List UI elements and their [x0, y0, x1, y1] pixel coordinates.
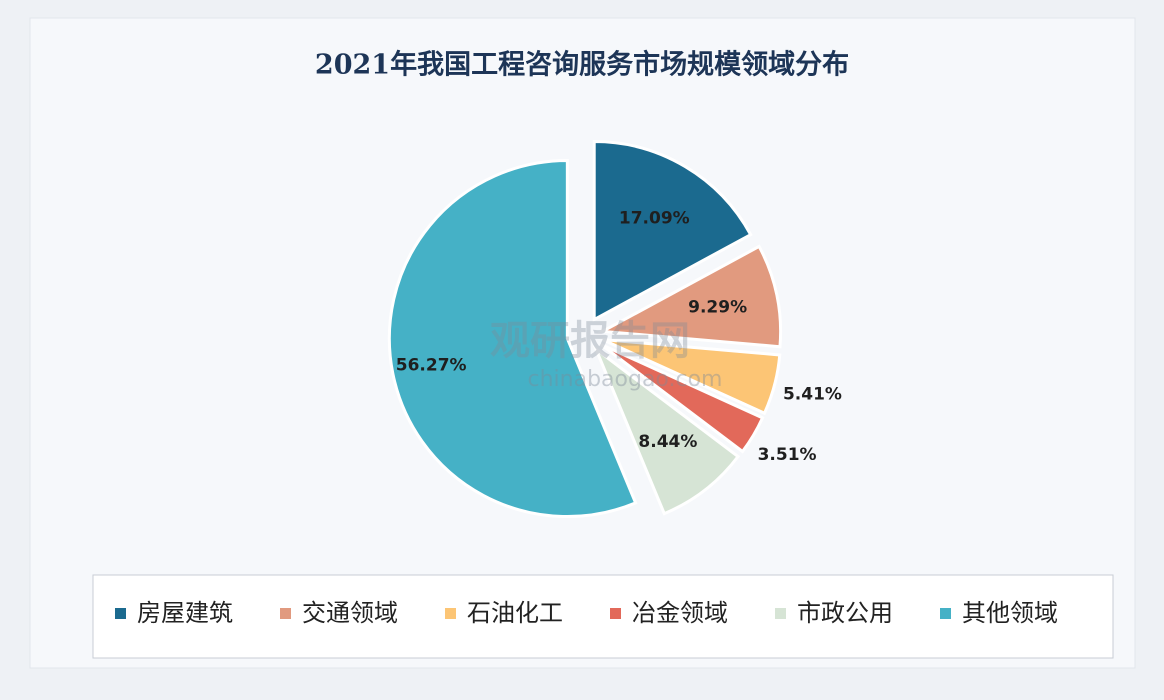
- legend-box: [92, 574, 1114, 659]
- legend-swatch: [280, 608, 291, 619]
- legend-label: 冶金领域: [632, 599, 728, 627]
- legend-label: 其他领域: [962, 599, 1058, 627]
- watermark-url: chinabaogao.com: [528, 367, 723, 392]
- pie-slice: [599, 342, 765, 454]
- legend-label: 交通领域: [302, 599, 398, 627]
- pie-slice: [592, 140, 753, 323]
- legend-swatch: [775, 608, 786, 619]
- data-label: 5.41%: [783, 385, 842, 405]
- data-label: 17.09%: [619, 209, 690, 229]
- data-label: 8.44%: [638, 432, 697, 452]
- legend-label: 市政公用: [797, 599, 893, 627]
- legend-label: 石油化工: [467, 599, 563, 627]
- legend-label: 房屋建筑: [137, 599, 233, 627]
- data-label: 3.51%: [758, 445, 817, 465]
- legend-swatch: [445, 608, 456, 619]
- pie: 17.09% 9.29% 5.41% 3.51% 8.44% 56.27%: [387, 140, 842, 518]
- panel: [29, 17, 1136, 669]
- pie-slice: [387, 159, 638, 518]
- chart-title: 2021年我国工程咨询服务市场规模领域分布: [315, 49, 849, 81]
- pie-slice: [601, 338, 782, 416]
- pie-slice: [597, 244, 783, 349]
- pie-slice: [592, 344, 741, 516]
- legend-swatch: [940, 608, 951, 619]
- legend-swatch: [610, 608, 621, 619]
- data-label: 56.27%: [396, 356, 467, 376]
- legend-swatch: [115, 608, 126, 619]
- watermark-name: 观研报告网: [490, 318, 690, 364]
- data-label: 9.29%: [688, 297, 747, 317]
- legend: 房屋建筑 交通领域 石油化工 冶金领域 市政公用 其他领域: [115, 599, 1058, 627]
